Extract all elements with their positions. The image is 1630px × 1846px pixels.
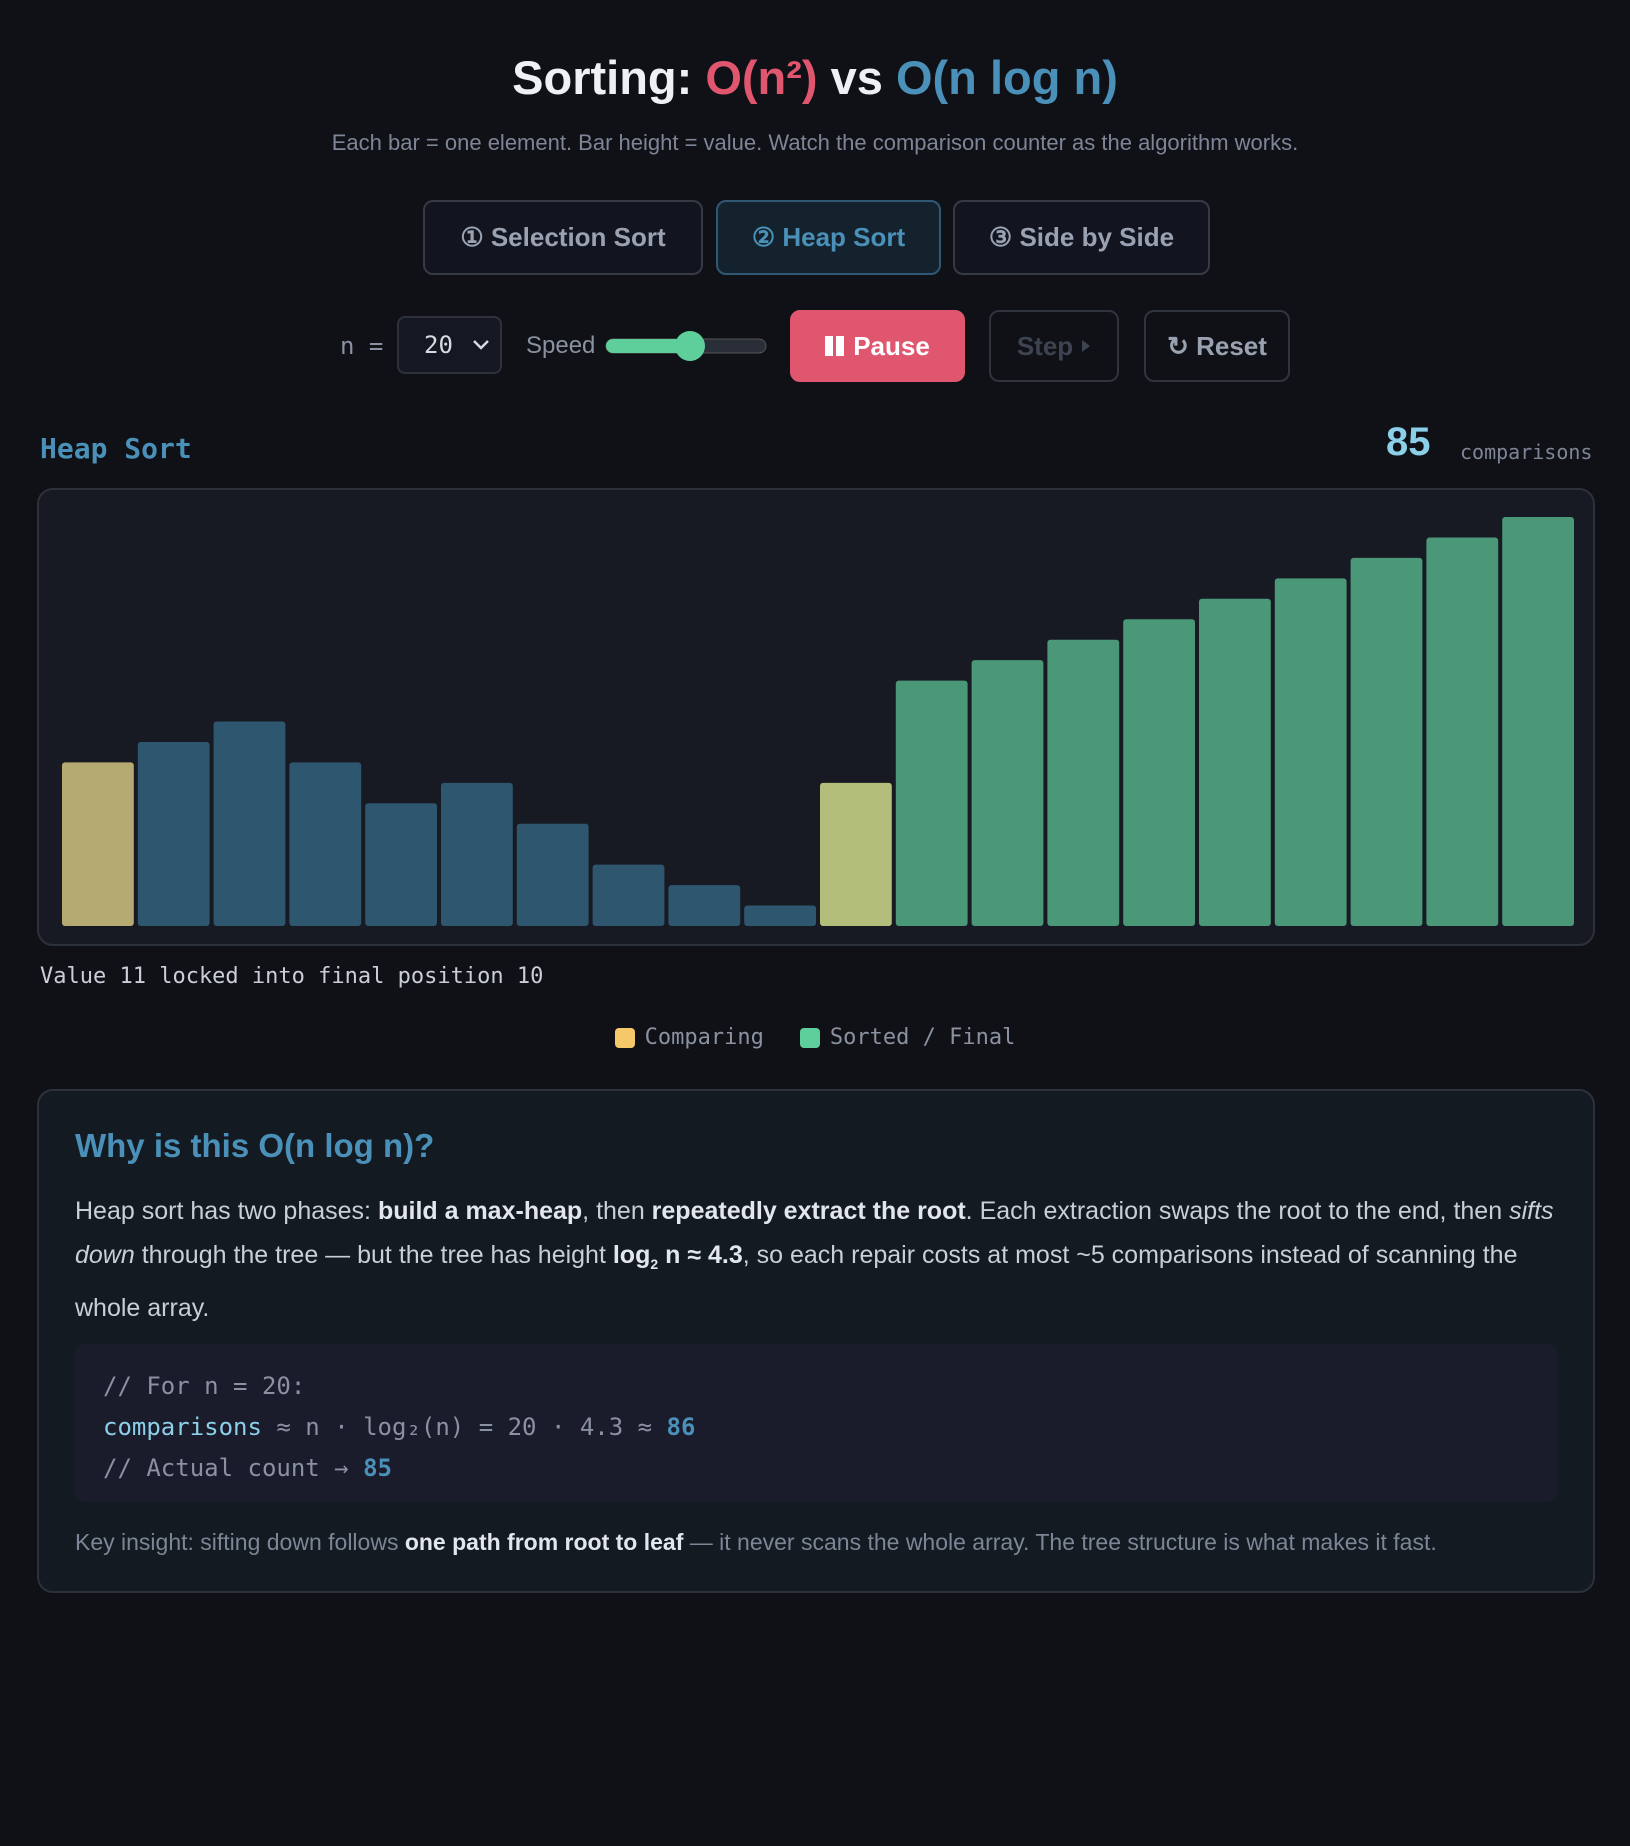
bar: [1123, 619, 1195, 926]
text-run: // Actual count →: [103, 1454, 364, 1482]
text-run: , so each repair costs at most ~5 compar…: [75, 1241, 1518, 1322]
legend-swatch: [799, 1027, 820, 1048]
text-run: — it never scans the whole array. The tr…: [683, 1529, 1437, 1555]
bar: [213, 721, 286, 926]
reset-button[interactable]: ↻ Reset: [1144, 310, 1290, 382]
bar: [1047, 639, 1120, 926]
text-run: ≈ n · log₂(n) = 20 · 4.3 ≈: [261, 1413, 667, 1441]
step-button[interactable]: Step: [989, 310, 1119, 382]
reset-label: ↻ Reset: [1167, 330, 1267, 361]
bar: [289, 762, 362, 926]
pause-label: Pause: [853, 330, 930, 361]
bar: [895, 680, 968, 926]
text-run: 85: [363, 1454, 392, 1482]
text-run: sifts down: [75, 1197, 1554, 1269]
insight: Key insight: sifting down follows one pa…: [75, 1529, 1437, 1556]
chart-panel: [37, 488, 1595, 946]
bar: [1199, 598, 1271, 926]
info-paragraph: Heap sort has two phases: build a max-he…: [75, 1189, 1565, 1330]
bar: [516, 823, 589, 926]
text-run: 86: [666, 1413, 696, 1441]
text-run: . Each extraction swaps the root to the …: [965, 1197, 1510, 1225]
bar: [1502, 517, 1574, 926]
text-run: , then: [582, 1197, 652, 1225]
legend: Comparing Sorted / Final: [0, 1025, 1630, 1050]
title-part: Sorting:: [512, 51, 706, 104]
title: Sorting: O(n²) vs O(n log n): [0, 50, 1630, 105]
bar: [62, 762, 134, 926]
legend-label: Comparing: [644, 1025, 764, 1050]
speed-label: Speed: [526, 332, 596, 359]
title-part: O(n²): [705, 51, 818, 104]
code-line: // Actual count → 85: [103, 1448, 1529, 1489]
panel-title: Heap Sort: [40, 432, 192, 465]
n-value: 20: [424, 331, 453, 359]
text-run: 2: [650, 1256, 659, 1272]
tab[interactable]: ③ Side by Side: [953, 200, 1210, 275]
text-run: comparisons: [103, 1413, 262, 1441]
text-run: n ≈ 4.3: [658, 1241, 743, 1269]
text-run: // For n = 20:: [103, 1372, 306, 1400]
pause-icon: [825, 336, 845, 356]
text-run: one path from root to leaf: [404, 1529, 684, 1555]
legend-item: Sorted / Final: [799, 1025, 1016, 1050]
comparison-count: 85: [1386, 420, 1431, 464]
info-title: Why is this O(n log n)?: [75, 1127, 435, 1164]
count-label: comparisons: [1460, 440, 1593, 464]
bar: [820, 782, 892, 926]
step-label: Step: [1016, 330, 1074, 361]
bar: [441, 782, 513, 926]
code-block: // For n = 20: comparisons ≈ n · log₂(n) …: [75, 1344, 1557, 1502]
bar: [971, 660, 1044, 926]
step-icon: [1082, 340, 1091, 352]
title-part: O(n log n): [895, 51, 1118, 104]
legend-swatch: [614, 1027, 635, 1048]
n-label: n =: [340, 332, 384, 360]
tab[interactable]: ② Heap Sort: [716, 200, 941, 275]
code-line: // For n = 20:: [103, 1366, 1529, 1407]
subtitle: Each bar = one element. Bar height = val…: [331, 130, 1299, 155]
info-panel: Why is this O(n log n)? Heap sort has tw…: [37, 1089, 1595, 1593]
code-line: comparisons ≈ n · log₂(n) = 20 · 4.3 ≈ 8…: [103, 1407, 1529, 1448]
tab[interactable]: ① Selection Sort: [423, 200, 703, 275]
status: Value 11 locked into final position 10: [40, 964, 544, 989]
text-run: Key insight: sifting down follows: [75, 1529, 405, 1555]
text-run: Heap sort has two phases:: [75, 1197, 378, 1225]
bar: [365, 803, 437, 926]
pause-button[interactable]: Pause: [790, 310, 965, 382]
text-run: build a max-heap: [377, 1197, 583, 1225]
text-run: repeatedly extract the root: [651, 1197, 966, 1225]
bar: [1350, 557, 1423, 926]
chart: [62, 517, 1574, 926]
speed-slider[interactable]: [604, 326, 770, 366]
n-select[interactable]: 20: [397, 316, 502, 374]
legend-label: Sorted / Final: [829, 1025, 1016, 1050]
bar: [592, 864, 665, 926]
text-run: through the tree — but the tree has heig…: [134, 1241, 613, 1269]
bar: [1274, 578, 1347, 926]
chevron: [473, 340, 489, 350]
bar: [137, 741, 210, 926]
bar: [744, 905, 816, 926]
bar: [1426, 537, 1499, 926]
title-part: vs: [817, 51, 896, 104]
text-run: log: [612, 1241, 651, 1269]
bar: [668, 885, 741, 926]
legend-item: Comparing: [614, 1025, 764, 1050]
